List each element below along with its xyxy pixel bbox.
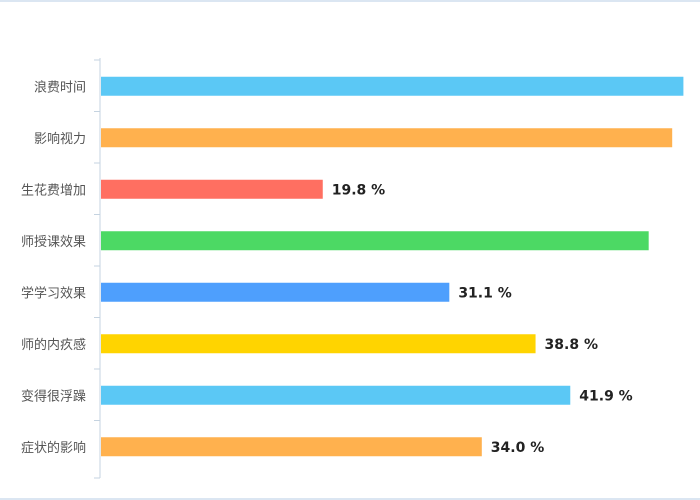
bar bbox=[101, 179, 323, 199]
category-label: 浪费时间 bbox=[34, 80, 86, 95]
bar bbox=[101, 282, 450, 302]
category-label: 学学习效果 bbox=[21, 285, 86, 301]
category-label: 变得很浮躁 bbox=[21, 388, 86, 404]
value-label: 38.8 % bbox=[545, 337, 598, 353]
bar bbox=[101, 231, 649, 251]
bar bbox=[101, 76, 684, 96]
category-label: 影响视力 bbox=[34, 131, 86, 147]
category-label: 师授课效果 bbox=[21, 235, 86, 250]
bar bbox=[101, 128, 673, 148]
value-label: 19.8 % bbox=[332, 182, 385, 198]
bar bbox=[101, 385, 571, 405]
value-label: 41.9 % bbox=[579, 388, 632, 404]
bar bbox=[101, 437, 482, 457]
category-label: 师的内疚感 bbox=[21, 337, 86, 353]
category-label: 症状的影响 bbox=[21, 440, 86, 456]
value-label: 34.0 % bbox=[491, 440, 544, 456]
category-label: 生花费增加 bbox=[21, 182, 86, 198]
bar bbox=[101, 334, 536, 354]
value-label: 31.1 % bbox=[458, 285, 511, 301]
